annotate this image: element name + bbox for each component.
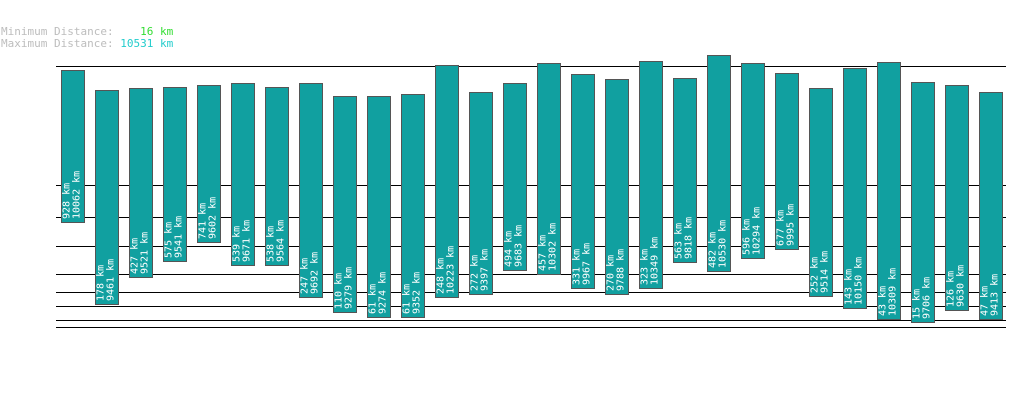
min-distance-label: Minimum Distance:: [1, 25, 114, 38]
bar-15-min-label: 457 km: [538, 235, 549, 271]
bar-5: [197, 85, 221, 243]
bar-13-min-label: 272 km: [470, 255, 481, 291]
bar-4: [163, 87, 187, 262]
legend-minimum-distance: Minimum Distance: 16 km: [1, 26, 173, 38]
bar-1-min-label: 928 km: [62, 183, 73, 219]
bar-28-max-label: 9413 km: [990, 274, 1001, 316]
bar-3-max-label: 9521 km: [140, 232, 151, 274]
bar-8-max-label: 9692 km: [310, 252, 321, 294]
bar-20-min-label: 482 km: [708, 232, 719, 268]
bar-2-max-label: 9461 km: [106, 259, 117, 301]
bar-6-min-label: 539 km: [232, 226, 243, 262]
bar-11-min-label: 61 km: [402, 284, 413, 314]
bar-13: [469, 92, 493, 295]
bar-19: [673, 78, 697, 263]
bar-16-min-label: 331 km: [572, 249, 583, 285]
bar-25-min-label: 43 km: [878, 286, 889, 316]
bar-24-max-label: 10150 km: [854, 257, 865, 305]
bar-3-min-label: 427 km: [130, 238, 141, 274]
bar-21: [741, 63, 765, 259]
bar-5-max-label: 9602 km: [208, 197, 219, 239]
bar-23: [809, 88, 833, 297]
min-distance-value: 16 km: [140, 25, 174, 38]
bar-9: [333, 96, 357, 313]
bar-22-max-label: 9995 km: [786, 204, 797, 246]
bar-7: [265, 87, 289, 266]
bar-6: [231, 83, 255, 266]
bar-19-max-label: 9818 km: [684, 217, 695, 259]
bar-26-min-label: 15 km: [912, 289, 923, 319]
bar-4-min-label: 575 km: [164, 222, 175, 258]
bar-12-max-label: 10223 km: [446, 246, 457, 294]
bar-8-min-label: 247 km: [300, 258, 311, 294]
bar-2-min-label: 178 km: [96, 265, 107, 301]
bar-14-max-label: 9683 km: [514, 225, 525, 267]
bar-28-min-label: 47 km: [980, 286, 991, 316]
bar-26-max-label: 9706 km: [922, 277, 933, 319]
bar-10: [367, 96, 391, 318]
bar-25-max-label: 10309 km: [888, 268, 899, 316]
bar-18-max-label: 10349 km: [650, 237, 661, 285]
bar-1-max-label: 10062 km: [72, 171, 83, 219]
bar-4-max-label: 9541 km: [174, 216, 185, 258]
legend-maximum-distance: Maximum Distance: 10531 km: [1, 38, 173, 50]
bar-20: [707, 55, 731, 272]
bar-9-max-label: 9279 km: [344, 267, 355, 309]
bar-27-min-label: 126 km: [946, 271, 957, 307]
bar-17-min-label: 270 km: [606, 255, 617, 291]
bar-27: [945, 85, 969, 311]
bar-24-min-label: 143 km: [844, 269, 855, 305]
bar-11: [401, 94, 425, 318]
bar-25: [877, 62, 901, 320]
bar-17: [605, 79, 629, 295]
max-distance-value: 10531 km: [120, 37, 174, 50]
bar-16-max-label: 9967 km: [582, 243, 593, 285]
bar-3: [129, 88, 153, 278]
bar-23-max-label: 9514 km: [820, 251, 831, 293]
bar-22: [775, 73, 799, 250]
bar-6-max-label: 9671 km: [242, 220, 253, 262]
bar-10-min-label: 61 km: [368, 284, 379, 314]
bar-15: [537, 63, 561, 275]
bar-12: [435, 65, 459, 298]
bar-17-max-label: 9788 km: [616, 249, 627, 291]
bar-21-max-label: 10294 km: [752, 207, 763, 255]
bar-26: [911, 82, 935, 323]
bar-14: [503, 83, 527, 271]
bar-15-max-label: 10302 km: [548, 223, 559, 271]
bar-14-min-label: 494 km: [504, 231, 515, 267]
bar-2: [95, 90, 119, 305]
bar-1: [61, 70, 85, 223]
bar-23-min-label: 252 km: [810, 257, 821, 293]
bar-19-min-label: 563 km: [674, 223, 685, 259]
bar-12-min-label: 248 km: [436, 258, 447, 294]
bar-18: [639, 61, 663, 289]
bar-20-max-label: 10530 km: [718, 220, 729, 268]
bar-28: [979, 92, 1003, 320]
bar-13-max-label: 9397 km: [480, 249, 491, 291]
bar-11-max-label: 9352 km: [412, 272, 423, 314]
bar-7-min-label: 538 km: [266, 226, 277, 262]
bar-8: [299, 83, 323, 298]
bar-7-max-label: 9564 km: [276, 220, 287, 262]
max-distance-label: Maximum Distance:: [1, 37, 114, 50]
bar-24: [843, 68, 867, 309]
bar-16: [571, 74, 595, 289]
bar-22-min-label: 677 km: [776, 210, 787, 246]
bar-21-min-label: 596 km: [742, 219, 753, 255]
bar-5-min-label: 741 km: [198, 203, 209, 239]
bar-18-min-label: 323 km: [640, 249, 651, 285]
bar-10-max-label: 9274 km: [378, 272, 389, 314]
bar-27-max-label: 9630 km: [956, 265, 967, 307]
bar-9-min-label: 110 km: [334, 273, 345, 309]
